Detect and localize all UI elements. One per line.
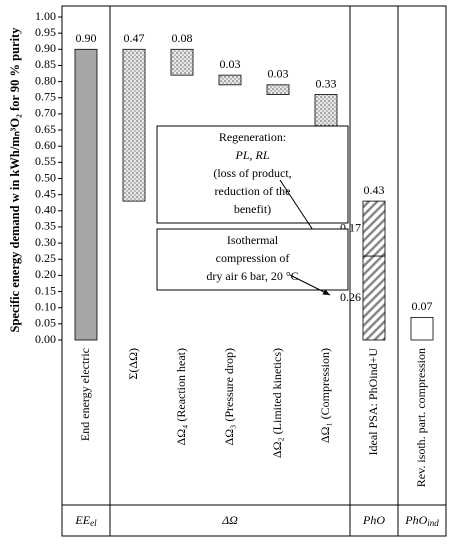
y-tick-label: 0.55 [35,154,56,168]
annotation-text: dry air 6 bar, 20 °C [206,269,298,283]
group-text: PhO [362,513,385,527]
y-tick-label: 0.80 [35,73,56,87]
y-tick-label: 0.25 [35,251,56,265]
annotation-text: reduction of the [215,184,291,198]
annotation-box [156,228,349,291]
value-label: 0.90 [76,31,97,45]
y-tick-label: 0.75 [35,90,56,104]
stack-segment [362,255,386,341]
value-label: 0.07 [412,299,433,313]
x-tick-label: Σ(ΔΩ) [126,348,140,380]
stack-segment [362,200,386,257]
group-text: EE [74,513,90,527]
bar [218,74,242,86]
group-text: PhO [404,513,427,527]
y-tick-label: 0.15 [35,283,56,297]
annotation-text: benefit) [234,202,271,216]
value-label: 0.43 [364,183,385,197]
y-tick-label: 0.85 [35,57,56,71]
annotation-text: compression of [216,251,290,265]
value-label: 0.33 [316,76,337,90]
y-tick-label: 0.65 [35,122,56,136]
group-subscript: el [90,518,97,528]
y-tick-label: 0.35 [35,219,56,233]
bar [410,316,434,341]
x-tick-label: ΔΩ₁ (Compression) [318,348,332,443]
y-tick-label: 0.50 [35,170,56,184]
x-tick-label: Rev. isoth. part. compression [414,348,428,487]
value-label: 0.03 [268,67,289,81]
group-label: PhOind [404,513,439,528]
group-text: ΔΩ [221,513,238,527]
y-tick-label: 1.00 [35,9,56,23]
y-tick-label: 0.20 [35,267,56,281]
annotation-text: (loss of product, [213,166,291,180]
x-tick-label: ΔΩ₄ (Reaction heat) [174,348,188,445]
y-tick-label: 0.45 [35,186,56,200]
x-tick-label: ΔΩ₂ (Limited kinetics) [270,348,284,458]
group-subscript: ind [427,518,439,528]
annotation-arrow [289,274,331,296]
annotation-text: PL, RL [234,148,269,162]
y-tick-label: 0.05 [35,316,56,330]
bar [122,48,146,202]
y-tick-label: 0.30 [35,235,56,249]
bar [266,84,290,95]
y-tick-label: 0.10 [35,299,56,313]
value-label: 0.47 [124,31,145,45]
annotation-box [156,125,349,224]
y-tick-label: 0.70 [35,106,56,120]
value-label: 0.03 [220,57,241,71]
bar [74,48,98,341]
bar [170,48,194,76]
y-axis-title: Specific energy demand w in kWh/mₙ³O₂ fo… [8,27,22,333]
y-tick-label: 0.00 [35,332,56,346]
x-tick-label: ΔΩ₃ (Pressure drop) [222,348,236,445]
group-label: ΔΩ [221,513,238,527]
group-label: PhO [362,513,385,527]
frame [61,5,447,537]
y-tick-label: 0.60 [35,138,56,152]
annotation-text: Isothermal [227,233,279,247]
annotation-text: Regeneration: [219,130,286,144]
segment-label: 0.26 [340,290,361,304]
value-label: 0.08 [172,31,193,45]
group-label: EEel [74,513,97,528]
x-tick-label: End energy electric [78,348,92,441]
y-tick-label: 0.95 [35,25,56,39]
y-tick-label: 0.40 [35,203,56,217]
y-tick-label: 0.90 [35,41,56,55]
x-tick-label: Ideal PSA: PhOind+U [366,348,380,456]
